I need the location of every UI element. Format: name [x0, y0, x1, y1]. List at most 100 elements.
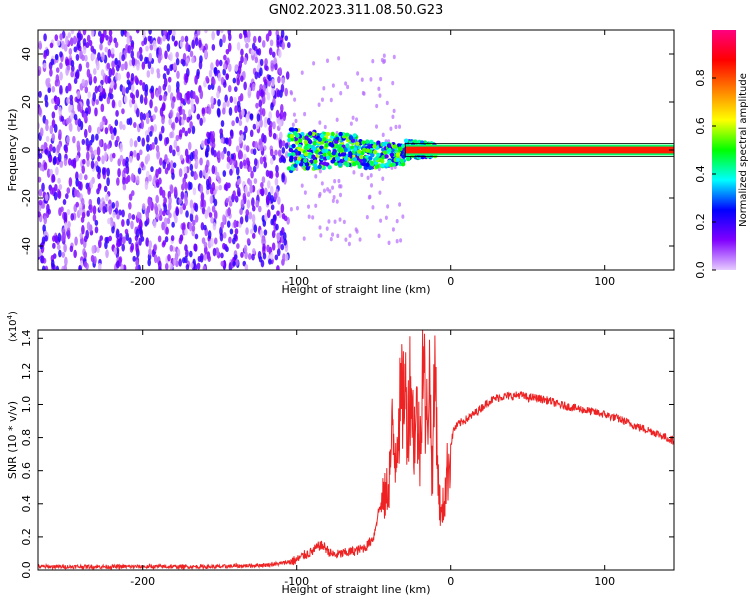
spectrogram-cell [59, 161, 64, 169]
spectrogram-cell [307, 154, 312, 159]
spectrogram-cell [119, 232, 123, 242]
spectrogram-cell [344, 81, 348, 86]
spectrogram-cell [332, 194, 336, 200]
spectrogram-cell [63, 243, 67, 253]
spectrogram-cell [323, 124, 327, 130]
spectrogram-cell [395, 218, 399, 224]
spectrogram-cell [391, 162, 396, 167]
spectrogram-cell [375, 124, 379, 129]
spectrogram-cell [401, 214, 405, 219]
spectrogram-cell [148, 30, 152, 35]
spectrogram-cell [269, 148, 274, 157]
spectrogram-cell [232, 237, 236, 245]
spectrogram-cell [150, 85, 155, 93]
spectrogram-cell [38, 176, 42, 183]
spectrogram-cell [83, 260, 88, 268]
spectrogram-cell [181, 127, 186, 133]
spectrogram-cell [189, 163, 194, 171]
spectrogram-cell [104, 236, 109, 243]
spectrogram-x-tick-label: -100 [284, 275, 309, 288]
spectrogram-cell [184, 74, 189, 84]
spectrogram-cell [73, 249, 77, 259]
spectrogram-cell [69, 94, 74, 101]
spectrogram-cell [90, 133, 95, 143]
spectrogram-cell [45, 123, 49, 132]
spectrogram-cell [289, 89, 293, 95]
spectrogram-cell [379, 218, 383, 223]
spectrogram-cell [392, 54, 396, 60]
spectrogram-cell [374, 164, 380, 169]
spectrogram-cell [259, 229, 264, 238]
spectrogram-cell [202, 265, 207, 270]
spectrogram-cell [353, 147, 358, 152]
spectrogram-cell [293, 136, 298, 142]
spectrogram-cell [66, 135, 70, 144]
spectrogram-cell [291, 122, 295, 127]
spectrogram-cell [130, 242, 135, 251]
spectrogram-cell [72, 135, 76, 144]
spectrogram-cell [108, 67, 113, 78]
spectrogram-cell [135, 243, 139, 253]
spectrogram-cell [101, 52, 105, 62]
spectrogram-cell [265, 194, 270, 205]
spectrogram-cell [272, 214, 277, 221]
spectrogram-cell [169, 244, 174, 252]
spectrogram-cell [338, 192, 342, 198]
spectrogram-cell [115, 200, 119, 209]
spectrogram-x-ticks: -200 -100 0 100 [130, 30, 615, 288]
spectrogram-cell [203, 241, 208, 248]
spectrogram-cell [158, 215, 163, 222]
spectrogram-cell [258, 256, 263, 263]
spectrogram-cell [86, 68, 91, 78]
spectrogram-cell [358, 158, 363, 163]
spectrogram-cell [367, 165, 373, 170]
spectrogram-cell [213, 67, 218, 74]
spectrogram-cell [124, 177, 129, 185]
spectrogram-cell [331, 151, 336, 156]
spectrogram-cell [222, 214, 226, 224]
spectrogram-cell [361, 140, 366, 145]
spectrogram-cell [138, 149, 143, 156]
spectrogram-cell [276, 40, 280, 49]
spectrogram-cell [100, 33, 105, 43]
spectrogram-cell [133, 121, 137, 129]
spectrogram-cell [81, 224, 85, 235]
spectrogram-cell [182, 222, 186, 230]
spectrogram-cell [49, 186, 54, 195]
spectrogram-cell [220, 252, 224, 259]
spectrogram-cell [158, 177, 162, 185]
spectrogram-cell [250, 49, 255, 56]
spectrogram-cell [252, 165, 257, 173]
spectrogram-cell [219, 128, 223, 135]
spectrogram-cell [160, 125, 165, 134]
spectrogram-cell [157, 235, 162, 243]
spectrogram-cell [202, 169, 206, 176]
spectrogram-cell [56, 244, 61, 251]
spectrogram-cell [249, 113, 254, 120]
spectrogram-cell [258, 99, 263, 108]
spectrogram-cell [389, 126, 393, 131]
spectrogram-cell [42, 224, 46, 233]
spectrogram-cell [376, 152, 381, 157]
spectrogram-cell [158, 133, 163, 142]
spectrogram-cell [90, 30, 95, 37]
spectrogram-cell [141, 61, 146, 70]
spectrogram-cell [317, 137, 322, 142]
spectrogram-cell [114, 57, 118, 66]
spectrogram-cell [266, 92, 271, 101]
spectrogram-cell [73, 46, 78, 53]
spectrogram-cell [275, 171, 279, 178]
spectrogram-cell [394, 124, 398, 130]
spectrogram-cell [226, 100, 230, 107]
spectrogram-cell [387, 240, 391, 246]
snr-multiplier-close: ) [8, 311, 19, 315]
spectrogram-cell [251, 214, 256, 224]
spectrogram-cell [311, 154, 316, 159]
spectrogram-cell [61, 251, 66, 258]
spectrogram-cell [212, 222, 217, 231]
spectrogram-cell [398, 146, 403, 152]
spectrogram-cell [260, 88, 264, 98]
spectrogram-cell [51, 174, 56, 183]
spectrogram-cell [222, 107, 226, 115]
